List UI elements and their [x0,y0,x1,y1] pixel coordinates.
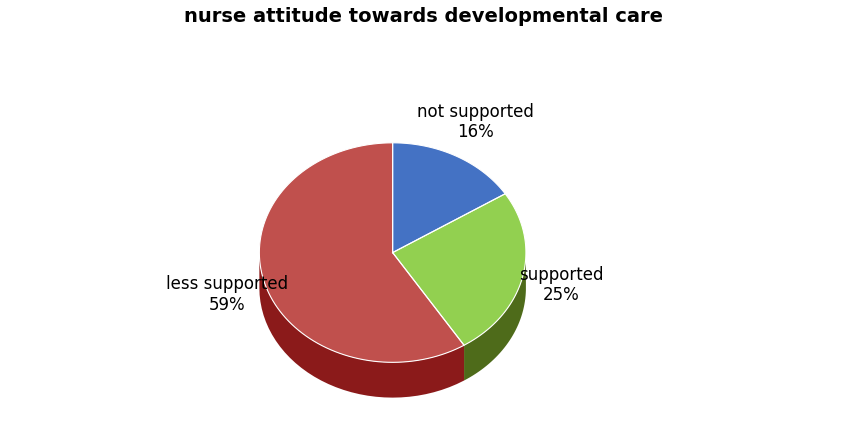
Polygon shape [464,255,526,381]
Polygon shape [393,194,526,345]
Text: supported
25%: supported 25% [519,266,603,305]
Polygon shape [259,143,464,362]
Text: less supported
59%: less supported 59% [166,275,288,314]
Polygon shape [393,143,505,253]
Polygon shape [259,253,464,397]
Text: not supported
16%: not supported 16% [417,103,534,141]
Title: nurse attitude towards developmental care: nurse attitude towards developmental car… [185,7,663,26]
